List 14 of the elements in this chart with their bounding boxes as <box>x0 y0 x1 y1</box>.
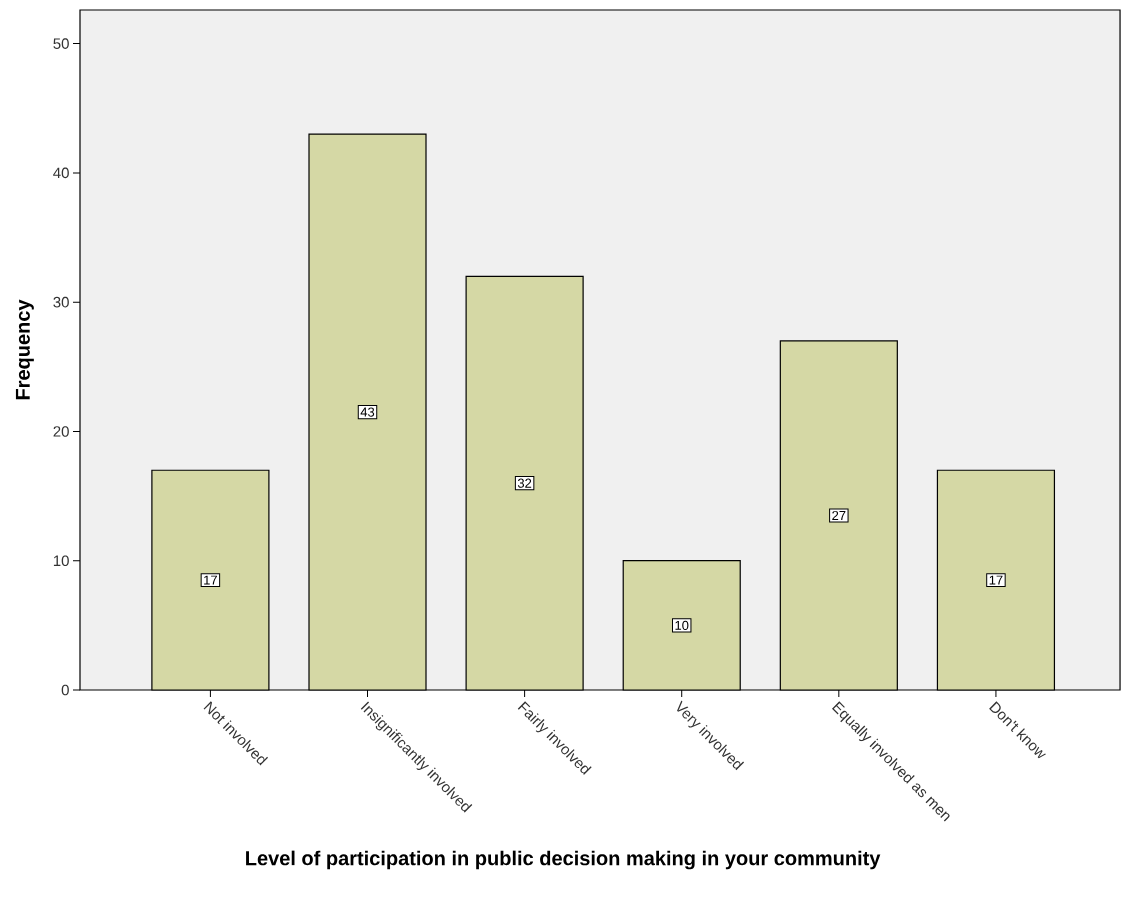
data-label: 32 <box>517 478 532 488</box>
x-axis-title: Level of participation in public decision making in your community <box>246 850 881 870</box>
data-label: 10 <box>675 620 689 630</box>
y-tick-label: 30 <box>53 296 69 308</box>
data-label: 43 <box>360 407 375 417</box>
data-label: 17 <box>204 575 217 585</box>
y-tick-label: 40 <box>53 167 69 179</box>
y-axis-title: Frequency <box>15 299 34 400</box>
y-tick-label: 0 <box>61 684 69 696</box>
y-tick-label: 10 <box>53 555 69 567</box>
data-label: 27 <box>832 510 846 521</box>
data-label: 17 <box>989 575 1003 585</box>
y-tick-label: 20 <box>53 426 69 437</box>
y-tick-label: 50 <box>53 38 69 49</box>
